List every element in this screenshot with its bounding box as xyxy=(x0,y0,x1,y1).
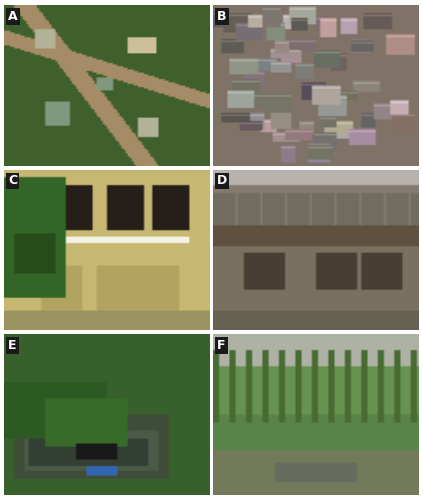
Text: C: C xyxy=(8,174,17,188)
Text: F: F xyxy=(217,339,226,352)
Text: E: E xyxy=(8,339,17,352)
Text: D: D xyxy=(217,174,228,188)
Text: A: A xyxy=(8,10,18,23)
Text: B: B xyxy=(217,10,227,23)
